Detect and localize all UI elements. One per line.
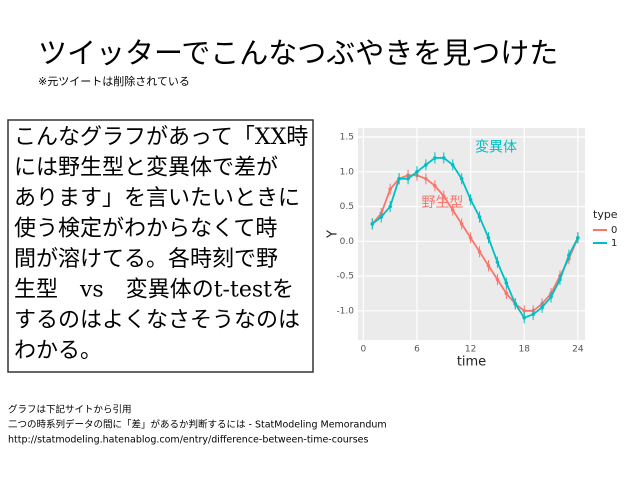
point bbox=[370, 222, 375, 226]
body-line: あります」を言いたいときに bbox=[14, 186, 300, 211]
x-tick-label: 0 bbox=[360, 345, 366, 355]
point bbox=[576, 236, 580, 240]
point bbox=[477, 215, 482, 219]
point bbox=[468, 236, 473, 240]
body-line: 間が溶けてる。各時刻で野 bbox=[14, 247, 278, 272]
point bbox=[486, 263, 491, 268]
point bbox=[450, 163, 455, 167]
point bbox=[459, 222, 464, 226]
legend-label: 1 bbox=[611, 238, 617, 249]
y-tick-label: 0.5 bbox=[340, 202, 354, 212]
x-tick-label: 24 bbox=[572, 345, 584, 355]
point bbox=[406, 176, 410, 181]
point bbox=[504, 281, 509, 285]
legend-label: 0 bbox=[611, 225, 617, 236]
point bbox=[522, 309, 527, 313]
footer-line: http://statmodeling.hatenablog.com/entry… bbox=[8, 435, 368, 446]
y-tick-label: 0.0 bbox=[340, 237, 355, 247]
point bbox=[468, 197, 473, 202]
x-tick-label: 12 bbox=[465, 345, 476, 355]
point bbox=[424, 163, 428, 167]
body-line: 使う検定がわからなくて時 bbox=[14, 217, 277, 242]
point bbox=[424, 176, 428, 181]
y-tick-label: -0.5 bbox=[336, 272, 354, 282]
point bbox=[450, 208, 455, 212]
point bbox=[513, 302, 518, 306]
point bbox=[531, 312, 535, 317]
body-line: には野生型と変異体で差が bbox=[14, 156, 278, 181]
point bbox=[397, 176, 401, 181]
plot-panel bbox=[358, 128, 585, 340]
point bbox=[486, 236, 491, 240]
footer-line: グラフは下記サイトから引用 bbox=[8, 404, 132, 416]
x-axis-label: time bbox=[457, 355, 486, 370]
body-line: こんなグラフがあって「XX時 bbox=[14, 125, 308, 150]
point bbox=[567, 253, 571, 257]
y-tick-label: 1.0 bbox=[340, 167, 355, 177]
point bbox=[549, 295, 553, 299]
body-text: こんなグラフがあって「XX時には野生型と変異体で差があります」を言いたいときに使… bbox=[14, 125, 308, 364]
footer-line: 二つの時系列データの間に「差」があるか判断するには - StatModeling… bbox=[8, 419, 387, 431]
point bbox=[495, 260, 500, 264]
y-tick-label: 1.5 bbox=[340, 133, 354, 143]
point bbox=[495, 277, 500, 282]
point bbox=[441, 156, 446, 160]
annotation: 変異体 bbox=[475, 138, 517, 155]
point bbox=[388, 204, 392, 209]
point bbox=[477, 249, 482, 254]
point bbox=[522, 315, 527, 320]
y-tick-label: -1.0 bbox=[336, 306, 354, 316]
point bbox=[379, 215, 384, 219]
body-line: 生型 vs 変異体のt-testを bbox=[14, 278, 294, 303]
slide-title: ツイッターでこんなつぶやきを見つけた bbox=[38, 36, 558, 70]
x-tick-label: 18 bbox=[519, 345, 531, 355]
slide-note: ※元ツイートは削除されている bbox=[38, 74, 190, 88]
point bbox=[433, 183, 437, 188]
point bbox=[504, 291, 509, 296]
text-box bbox=[7, 119, 314, 373]
point bbox=[558, 277, 562, 282]
body-line: わかる。 bbox=[14, 339, 102, 364]
point bbox=[433, 156, 437, 160]
point bbox=[459, 176, 464, 181]
legend-title: type bbox=[593, 208, 618, 221]
point bbox=[540, 305, 544, 310]
point bbox=[441, 194, 446, 198]
annotation: 野生型 bbox=[421, 195, 463, 211]
body-line: するのはよくなさそうなのは bbox=[14, 308, 300, 333]
point bbox=[415, 169, 419, 174]
y-axis-label: Y bbox=[326, 230, 341, 239]
point bbox=[388, 187, 392, 191]
x-tick-label: 6 bbox=[414, 345, 420, 355]
